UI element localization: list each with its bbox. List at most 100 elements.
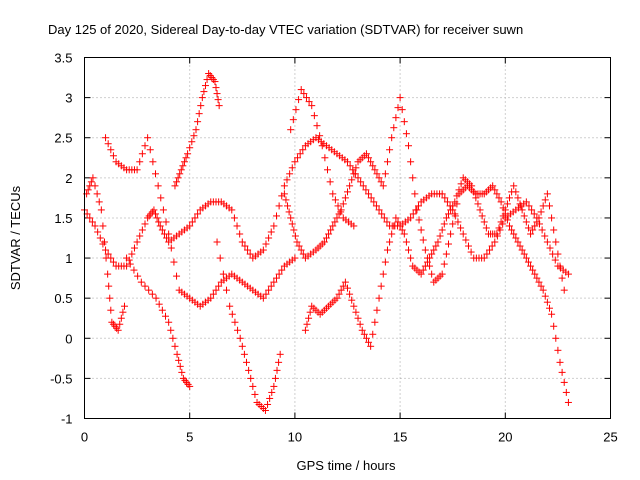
data-point <box>518 206 526 214</box>
data-point <box>552 334 560 342</box>
data-point <box>390 124 398 132</box>
data-point <box>537 208 545 216</box>
data-point <box>174 174 182 182</box>
data-point <box>264 400 272 408</box>
data-point <box>380 214 388 222</box>
data-point <box>339 200 347 208</box>
data-point <box>482 224 490 232</box>
data-point <box>102 134 110 142</box>
data-point <box>284 202 292 210</box>
data-point <box>179 162 187 170</box>
data-point <box>133 238 141 246</box>
data-point <box>525 202 533 210</box>
data-points <box>81 70 572 414</box>
data-point <box>419 266 427 274</box>
data-point <box>230 214 238 222</box>
data-point <box>337 286 345 294</box>
data-point <box>228 206 236 214</box>
data-point <box>267 228 275 236</box>
data-point <box>215 282 223 290</box>
data-point <box>167 326 175 334</box>
data-point <box>291 232 299 240</box>
data-point <box>467 248 475 256</box>
data-point <box>289 116 297 124</box>
data-point <box>158 306 166 314</box>
data-point <box>207 294 215 302</box>
data-point <box>472 194 480 202</box>
series-trace-1 <box>81 134 572 278</box>
data-point <box>259 246 267 254</box>
data-point <box>444 210 452 218</box>
data-point <box>438 226 446 234</box>
data-point <box>173 272 181 280</box>
data-point <box>99 222 107 230</box>
data-point <box>145 286 153 294</box>
data-point <box>203 76 211 84</box>
data-point <box>288 220 296 228</box>
data-point <box>352 164 360 172</box>
data-point <box>528 206 536 214</box>
data-point <box>296 150 304 158</box>
y-tick-label: 2 <box>65 171 72 186</box>
data-point <box>451 198 459 206</box>
data-point <box>158 226 166 234</box>
data-point <box>381 170 389 178</box>
data-point <box>104 270 112 278</box>
data-point <box>176 362 184 370</box>
data-point <box>341 194 349 202</box>
data-point <box>275 358 283 366</box>
data-point <box>282 196 290 204</box>
data-point <box>546 244 554 252</box>
data-point <box>497 198 505 206</box>
data-point <box>333 214 341 222</box>
data-point <box>337 208 345 216</box>
data-point <box>262 240 270 248</box>
data-point <box>216 254 224 262</box>
data-point <box>302 94 310 102</box>
data-point <box>306 308 314 316</box>
data-point <box>137 278 145 286</box>
data-point <box>545 304 553 312</box>
data-point <box>373 170 381 178</box>
data-point <box>402 238 410 246</box>
data-point <box>155 218 163 226</box>
data-point <box>367 194 375 202</box>
data-point <box>352 308 360 316</box>
data-point <box>251 390 259 398</box>
data-point <box>268 388 276 396</box>
data-point <box>346 182 354 190</box>
data-point <box>184 150 192 158</box>
data-point <box>550 226 558 234</box>
series-trace-9 <box>287 86 358 230</box>
data-point <box>173 178 181 186</box>
data-point <box>152 210 160 218</box>
data-point <box>529 266 537 274</box>
data-point <box>280 182 288 190</box>
data-point <box>556 358 564 366</box>
data-point <box>516 200 524 208</box>
data-point <box>438 270 446 278</box>
data-point <box>438 190 446 198</box>
data-point <box>383 218 391 226</box>
data-point <box>194 118 202 126</box>
data-point <box>464 242 472 250</box>
data-point <box>370 198 378 206</box>
data-point <box>162 218 170 226</box>
data-point <box>430 246 438 254</box>
data-point <box>440 220 448 228</box>
data-point <box>267 282 275 290</box>
data-point <box>394 218 402 226</box>
data-point <box>175 356 183 364</box>
data-point <box>486 246 494 254</box>
data-point <box>341 278 349 286</box>
data-point <box>290 226 298 234</box>
data-point <box>383 158 391 166</box>
data-point <box>386 146 394 154</box>
data-point <box>278 266 286 274</box>
data-point <box>262 290 270 298</box>
data-point <box>238 238 246 246</box>
data-point <box>339 282 347 290</box>
data-point <box>514 194 522 202</box>
data-point <box>491 238 499 246</box>
data-point <box>236 230 244 238</box>
